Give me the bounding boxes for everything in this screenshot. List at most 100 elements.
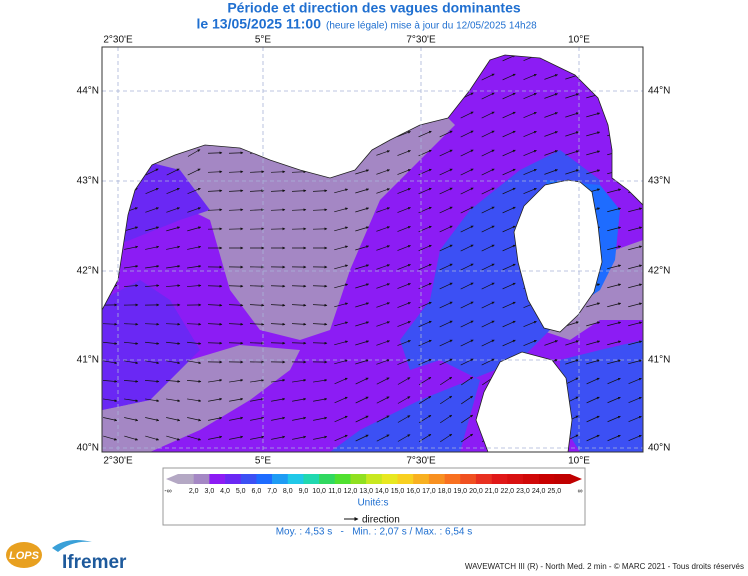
direction-arrow bbox=[397, 434, 411, 442]
colorbar-swatch bbox=[287, 474, 304, 484]
lon-label: 7°30'E bbox=[406, 35, 436, 46]
direction-arrow bbox=[565, 377, 579, 385]
direction-arrow bbox=[207, 303, 223, 307]
direction-arrow bbox=[291, 284, 307, 288]
direction-arrow bbox=[586, 131, 601, 137]
direction-arrow bbox=[628, 377, 642, 385]
direction-arrow bbox=[228, 303, 244, 307]
direction-arrow bbox=[586, 359, 601, 365]
direction-arrow bbox=[460, 339, 474, 347]
direction-arrow bbox=[355, 283, 370, 289]
direction-arrow bbox=[166, 435, 181, 441]
direction-arrow bbox=[187, 435, 202, 441]
direction-arrow bbox=[502, 130, 516, 138]
colorbar-label: 21,0 bbox=[485, 488, 499, 495]
direction-arrow bbox=[397, 150, 411, 156]
direction-arrow bbox=[628, 283, 643, 289]
direction-arrow bbox=[187, 207, 201, 213]
direction-arrow bbox=[228, 322, 244, 326]
direction-arrow bbox=[250, 435, 265, 440]
direction-arrow bbox=[461, 433, 474, 443]
direction-arrow bbox=[397, 131, 411, 137]
colorbar-label: 17,0 bbox=[422, 488, 436, 495]
direction-arrow bbox=[186, 284, 202, 288]
direction-arrow bbox=[439, 414, 453, 424]
logo-ifremer-text: Ifremer bbox=[62, 552, 127, 573]
lat-label: 43°N bbox=[648, 176, 670, 187]
direction-arrow bbox=[376, 396, 390, 404]
colorbar-label: 15,0 bbox=[391, 488, 405, 495]
colorbar-swatch bbox=[319, 474, 336, 484]
direction-arrow bbox=[187, 149, 201, 157]
direction-arrow bbox=[502, 168, 516, 176]
direction-arrow bbox=[481, 92, 495, 100]
colorbar-label: 8,0 bbox=[283, 488, 293, 495]
direction-arrow bbox=[460, 225, 474, 233]
direction-arrow bbox=[461, 395, 474, 405]
direction-arrow bbox=[376, 359, 390, 365]
direction-arrow bbox=[376, 226, 390, 232]
direction-arrow bbox=[481, 73, 495, 81]
direction-arrow bbox=[502, 339, 516, 347]
direction-arrow bbox=[124, 245, 139, 250]
colorbar-swatch bbox=[538, 474, 555, 484]
direction-arrow bbox=[249, 189, 265, 193]
direction-arrow bbox=[249, 284, 265, 288]
map-area bbox=[102, 47, 643, 452]
colorbar-label: 20,0 bbox=[469, 488, 483, 495]
direction-arrow bbox=[124, 435, 139, 441]
direction-arrow bbox=[102, 322, 118, 326]
colorbar-swatch bbox=[350, 474, 367, 484]
direction-arrow bbox=[123, 379, 139, 383]
direction-arrow bbox=[145, 226, 160, 232]
direction-arrow bbox=[628, 359, 643, 365]
direction-arrow bbox=[355, 226, 370, 232]
direction-arrow bbox=[229, 378, 244, 383]
colorbar-label: 12,0 bbox=[344, 488, 358, 495]
direction-arrow bbox=[607, 396, 621, 404]
direction-arrow bbox=[103, 435, 118, 441]
direction-arrow bbox=[207, 189, 223, 193]
logo-lops-text: LOPS bbox=[9, 550, 40, 562]
direction-arrow bbox=[355, 377, 369, 385]
direction-arrow bbox=[355, 396, 369, 404]
direction-arrow bbox=[628, 207, 643, 213]
direction-arrow bbox=[586, 396, 600, 404]
lat-label: 41°N bbox=[77, 355, 99, 366]
direction-arrow bbox=[103, 360, 118, 365]
direction-arrow bbox=[145, 398, 160, 403]
direction-arrow bbox=[586, 112, 601, 118]
direction-arrow bbox=[502, 73, 516, 81]
direction-arrow bbox=[270, 170, 286, 174]
direction-arrow bbox=[187, 226, 202, 232]
logo-ifremer: Ifremer bbox=[52, 540, 127, 573]
direction-arrow bbox=[376, 264, 390, 270]
direction-arrow bbox=[312, 303, 328, 307]
direction-arrow bbox=[291, 341, 307, 345]
direction-arrow bbox=[481, 168, 495, 176]
direction-arrow bbox=[565, 112, 580, 118]
direction-arrow bbox=[145, 264, 160, 269]
direction-arrow bbox=[439, 206, 453, 214]
direction-arrow bbox=[271, 416, 286, 421]
direction-arrow bbox=[544, 169, 558, 175]
lat-label: 44°N bbox=[77, 86, 99, 97]
direction-arrow bbox=[313, 397, 328, 402]
direction-arrow bbox=[376, 150, 390, 156]
direction-arrow bbox=[144, 379, 160, 383]
direction-arrow bbox=[607, 377, 621, 385]
colorbar: -∞ 2,0 3,0 4,0 5,0 6,0 7,0 8,0 9,0 10,0 11,0 12,0 13… bbox=[164, 474, 583, 495]
colorbar-label: 2,0 bbox=[189, 488, 199, 495]
colorbar-label: 14,0 bbox=[375, 488, 389, 495]
map-frame bbox=[101, 46, 644, 453]
direction-arrow bbox=[187, 341, 202, 345]
direction-arrow bbox=[544, 340, 558, 346]
direction-arrow bbox=[628, 340, 643, 346]
direction-arrow bbox=[502, 301, 516, 309]
direction-arrow bbox=[312, 322, 328, 326]
direction-arrow bbox=[187, 245, 202, 250]
direction-arrow bbox=[249, 341, 265, 345]
direction-arrow bbox=[460, 301, 474, 309]
direction-arrow bbox=[186, 379, 202, 383]
